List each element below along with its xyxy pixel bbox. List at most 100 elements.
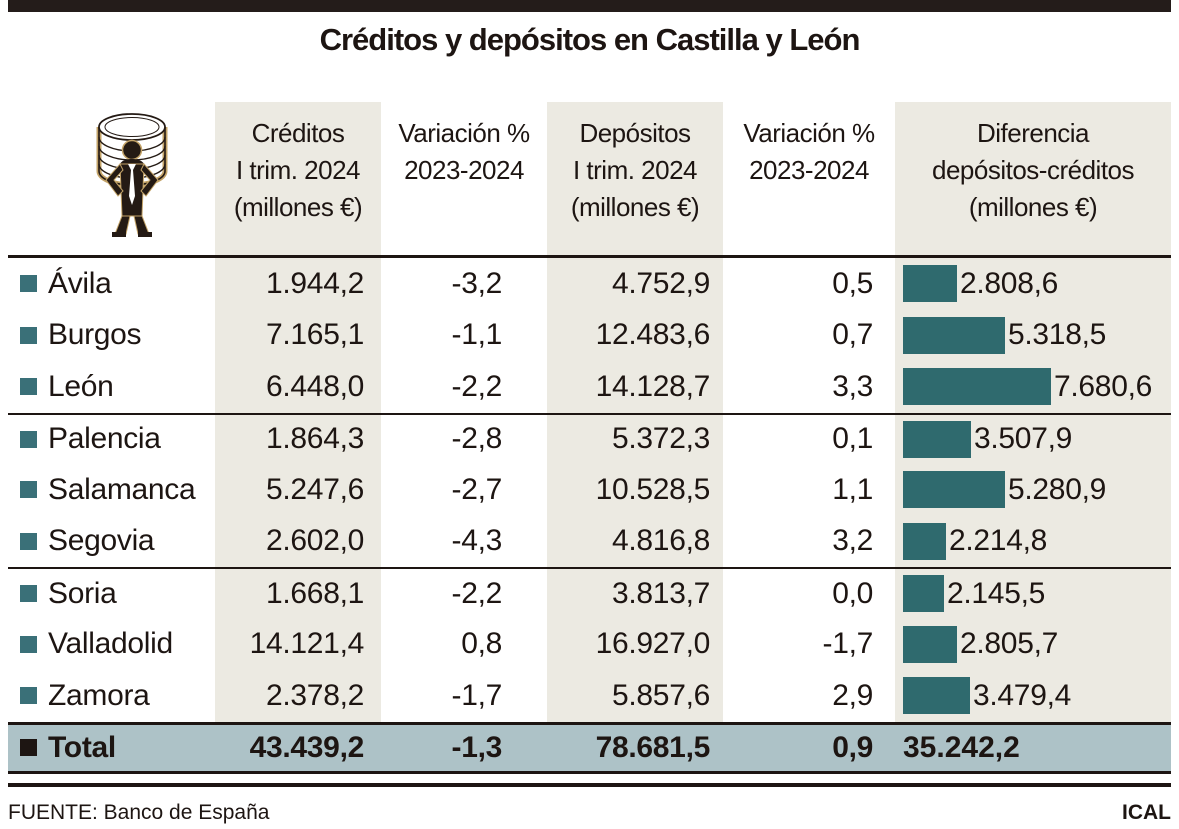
creditos-value: 5.247,6	[215, 464, 381, 516]
province-name: Palencia	[48, 422, 161, 456]
depositos-value: 10.528,5	[547, 464, 723, 516]
depositos-value: 5.857,6	[547, 670, 723, 722]
diferencia-bar-cell: 2.214,8	[895, 515, 1171, 567]
diferencia-bar	[903, 522, 946, 560]
variacion-depositos-value: 0,0	[723, 567, 895, 619]
creditos-value: 6.448,0	[215, 361, 381, 413]
variacion-creditos-value: -2,8	[381, 412, 547, 465]
bullet-icon	[20, 481, 37, 499]
depositos-value: 12.483,6	[547, 309, 723, 361]
variacion-creditos-value: -2,7	[451, 472, 503, 506]
province-name: León	[48, 369, 114, 403]
bullet-icon	[20, 532, 37, 550]
diferencia-bar	[903, 265, 957, 303]
businessman-coins-icon	[96, 113, 168, 237]
variacion-depositos-value: 0,5	[832, 266, 873, 300]
depositos-value: 16.927,0	[547, 618, 723, 670]
depositos-value: 5.372,3	[547, 412, 723, 464]
bullet-icon	[20, 430, 37, 448]
province-name: Soria	[48, 576, 117, 610]
diferencia-value: 7.680,6	[1054, 369, 1152, 403]
diferencia-bar-cell: 5.280,9	[895, 464, 1171, 516]
top-rule-bar	[8, 0, 1171, 12]
diferencia-value: 3.507,9	[974, 422, 1072, 456]
variacion-depositos-value: 2,9	[832, 678, 873, 712]
diferencia-bar	[903, 677, 970, 715]
diferencia-bar	[903, 575, 944, 613]
total-row-label: Total	[8, 721, 215, 774]
creditos-value: 7.165,1	[215, 309, 381, 361]
variacion-depositos-value: 1,1	[832, 472, 873, 506]
variacion-creditos-value: -2,2	[451, 369, 503, 403]
col-header-diferencia: Diferencia depósitos-créditos (millones …	[895, 102, 1171, 258]
diferencia-value: 2.145,5	[947, 576, 1045, 610]
province-label: Ávila	[8, 258, 215, 310]
creditos-value: 1.864,3	[215, 412, 381, 464]
province-name: Zamora	[48, 678, 150, 712]
diferencia-bar	[903, 471, 1005, 509]
data-table: Créditos I trim. 2024 (millones €) Varia…	[8, 102, 1171, 774]
province-name: Ávila	[48, 266, 112, 300]
creditos-value: 1.944,2	[215, 258, 381, 310]
diferencia-bar	[903, 420, 971, 458]
page-title: Créditos y depósitos en Castilla y León	[319, 22, 861, 57]
diferencia-bar-cell: 5.318,5	[895, 309, 1171, 361]
footer: FUENTE: Banco de España ICAL	[8, 800, 1171, 826]
diferencia-value: 2.805,7	[960, 627, 1058, 661]
diferencia-value: 2.808,6	[960, 266, 1058, 300]
variacion-depositos-value: 0,7	[832, 318, 873, 352]
variacion-depositos-value: 0,1	[723, 412, 895, 465]
variacion-creditos-value: -1,7	[451, 678, 503, 712]
col-header-variacion-creditos: Variación % 2023-2024	[381, 102, 547, 258]
creditos-value: 2.602,0	[215, 515, 381, 567]
total-name: Total	[48, 730, 116, 764]
bullet-icon	[20, 687, 37, 705]
diferencia-bar	[903, 625, 957, 663]
creditos-value: 14.121,4	[215, 618, 381, 670]
diferencia-value: 5.280,9	[1008, 472, 1106, 506]
bullet-icon	[20, 378, 37, 396]
province-label: Palencia	[8, 412, 215, 465]
depositos-value: 4.752,9	[547, 258, 723, 310]
table-corner-cell	[8, 102, 215, 258]
creditos-value: 1.668,1	[215, 567, 381, 619]
variacion-creditos-value: -3,2	[451, 266, 503, 300]
province-label: Segovia	[8, 516, 215, 568]
province-label: León	[8, 361, 215, 413]
diferencia-value: 3.479,4	[973, 678, 1071, 712]
variacion-creditos-value: -2,2	[381, 567, 547, 619]
diferencia-bar-cell: 3.479,4	[895, 670, 1171, 722]
variacion-depositos-value: 3,2	[832, 524, 873, 558]
province-name: Salamanca	[48, 472, 196, 506]
diferencia-bar-cell: 2.805,7	[895, 618, 1171, 670]
diferencia-bar-cell: 2.808,6	[895, 258, 1171, 310]
variacion-creditos-value: -4,3	[451, 524, 503, 558]
agency-credit: ICAL	[1122, 800, 1171, 824]
diferencia-bar	[903, 368, 1051, 406]
diferencia-value: 5.318,5	[1008, 318, 1106, 352]
source-note: FUENTE: Banco de España	[8, 800, 270, 824]
bullet-icon	[20, 326, 37, 344]
variacion-creditos-value: -1,1	[451, 318, 503, 352]
bullet-icon	[20, 635, 37, 653]
diferencia-bar-cell: 2.145,5	[895, 567, 1171, 619]
province-label: Salamanca	[8, 464, 215, 516]
province-name: Segovia	[48, 524, 155, 558]
diferencia-bar	[903, 316, 1005, 354]
creditos-value: 2.378,2	[215, 670, 381, 722]
diferencia-value: 2.214,8	[949, 524, 1047, 558]
bullet-icon	[20, 275, 37, 293]
bullet-icon	[20, 585, 37, 603]
variacion-creditos-value: 0,8	[461, 627, 502, 661]
province-label: Burgos	[8, 310, 215, 362]
col-header-depositos: Depósitos I trim. 2024 (millones €)	[547, 102, 723, 258]
province-name: Burgos	[48, 318, 142, 352]
diferencia-bar-cell: 7.680,6	[895, 361, 1171, 413]
depositos-value: 14.128,7	[547, 361, 723, 413]
province-name: Valladolid	[48, 627, 173, 661]
bottom-rule-bar	[8, 782, 1171, 787]
diferencia-bar-cell: 3.507,9	[895, 412, 1171, 464]
total-diferencia-value: 35.242,2	[895, 721, 1171, 774]
total-creditos-value: 43.439,2	[215, 721, 381, 774]
